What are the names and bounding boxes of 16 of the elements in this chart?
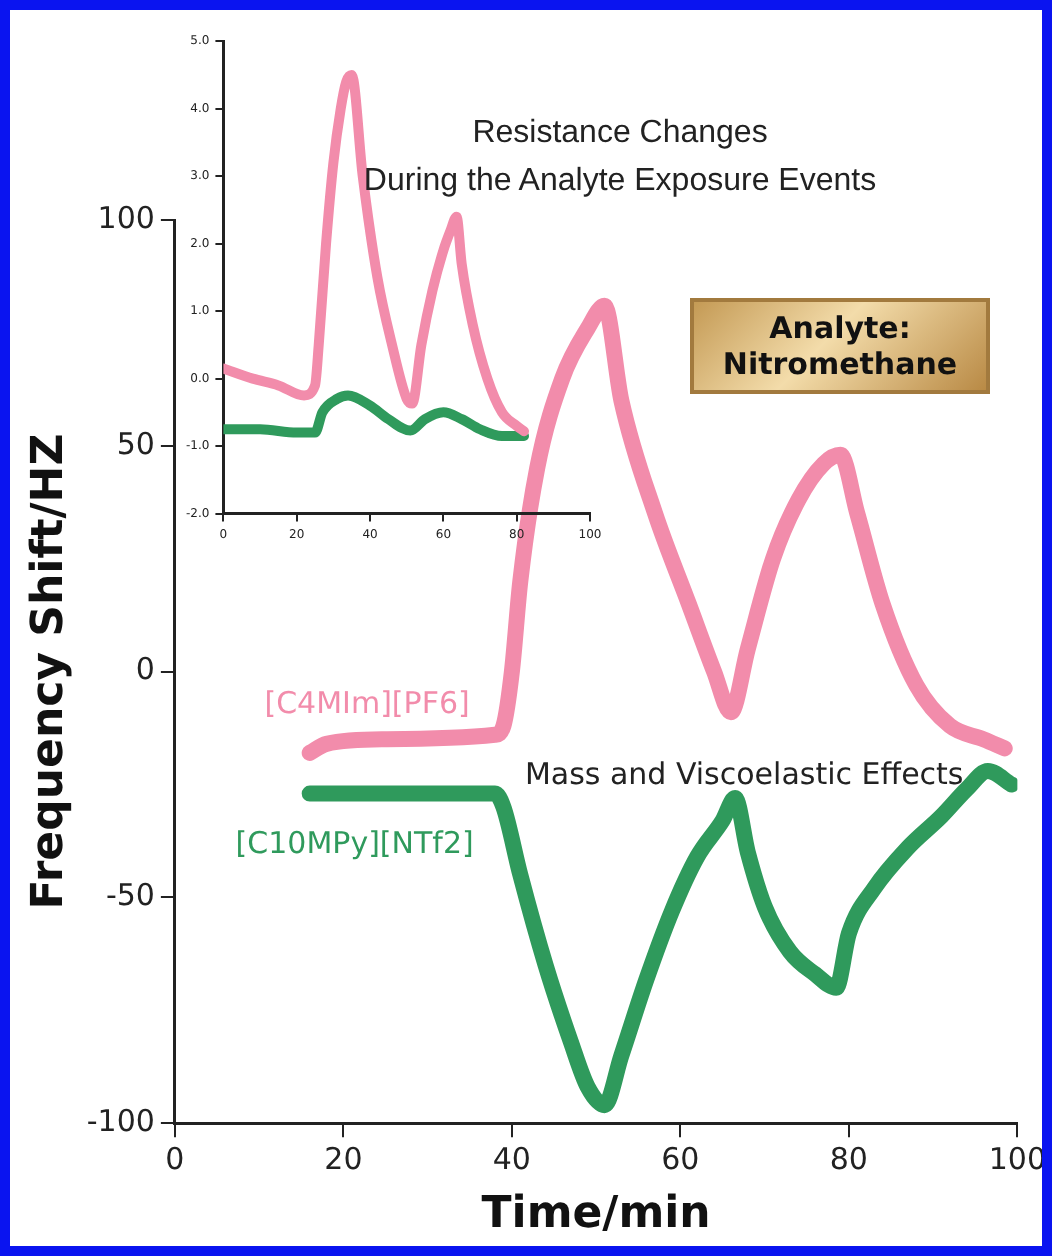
y-axis-title: Frequency Shift/HZ <box>23 433 74 910</box>
y-tick-label: 50 <box>116 425 155 462</box>
x-tick-label: 20 <box>324 1140 363 1177</box>
y-tick-label: 0 <box>135 651 155 688</box>
text: Resistance Changes During the Analyte Exposure Events <box>363 116 877 199</box>
x-axis-title: Time/min <box>481 1189 711 1240</box>
annotation: Analyte: Nitromethane <box>690 298 990 394</box>
y-tick-label: 100 <box>97 199 155 236</box>
series-label: [C4MIm][PF6] <box>264 684 470 721</box>
x-tick-label: 60 <box>661 1140 700 1177</box>
x-tick-label: 80 <box>829 1140 868 1177</box>
y-tick-label: -100 <box>86 1102 155 1139</box>
y-tick-label: -50 <box>105 877 155 914</box>
annotation: Mass and Viscoelastic Effects <box>524 755 964 792</box>
series-label: [C10MPy][NTf2] <box>235 825 474 862</box>
x-tick-label: 40 <box>492 1140 531 1177</box>
